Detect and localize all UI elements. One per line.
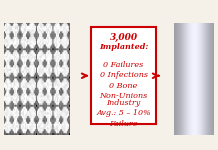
Text: 0 Bone: 0 Bone — [109, 82, 138, 90]
Text: 0 Failures: 0 Failures — [103, 61, 144, 69]
FancyBboxPatch shape — [92, 27, 156, 124]
Text: Industry: Industry — [106, 99, 141, 107]
Text: 3,000: 3,000 — [109, 33, 138, 42]
Text: Avg.: 5 – 10%: Avg.: 5 – 10% — [96, 109, 151, 117]
Text: Failure: Failure — [109, 120, 138, 128]
Text: Implanted:: Implanted: — [99, 43, 148, 51]
Text: 0 Infections: 0 Infections — [100, 71, 148, 79]
Text: Non-Unions: Non-Unions — [99, 92, 148, 100]
